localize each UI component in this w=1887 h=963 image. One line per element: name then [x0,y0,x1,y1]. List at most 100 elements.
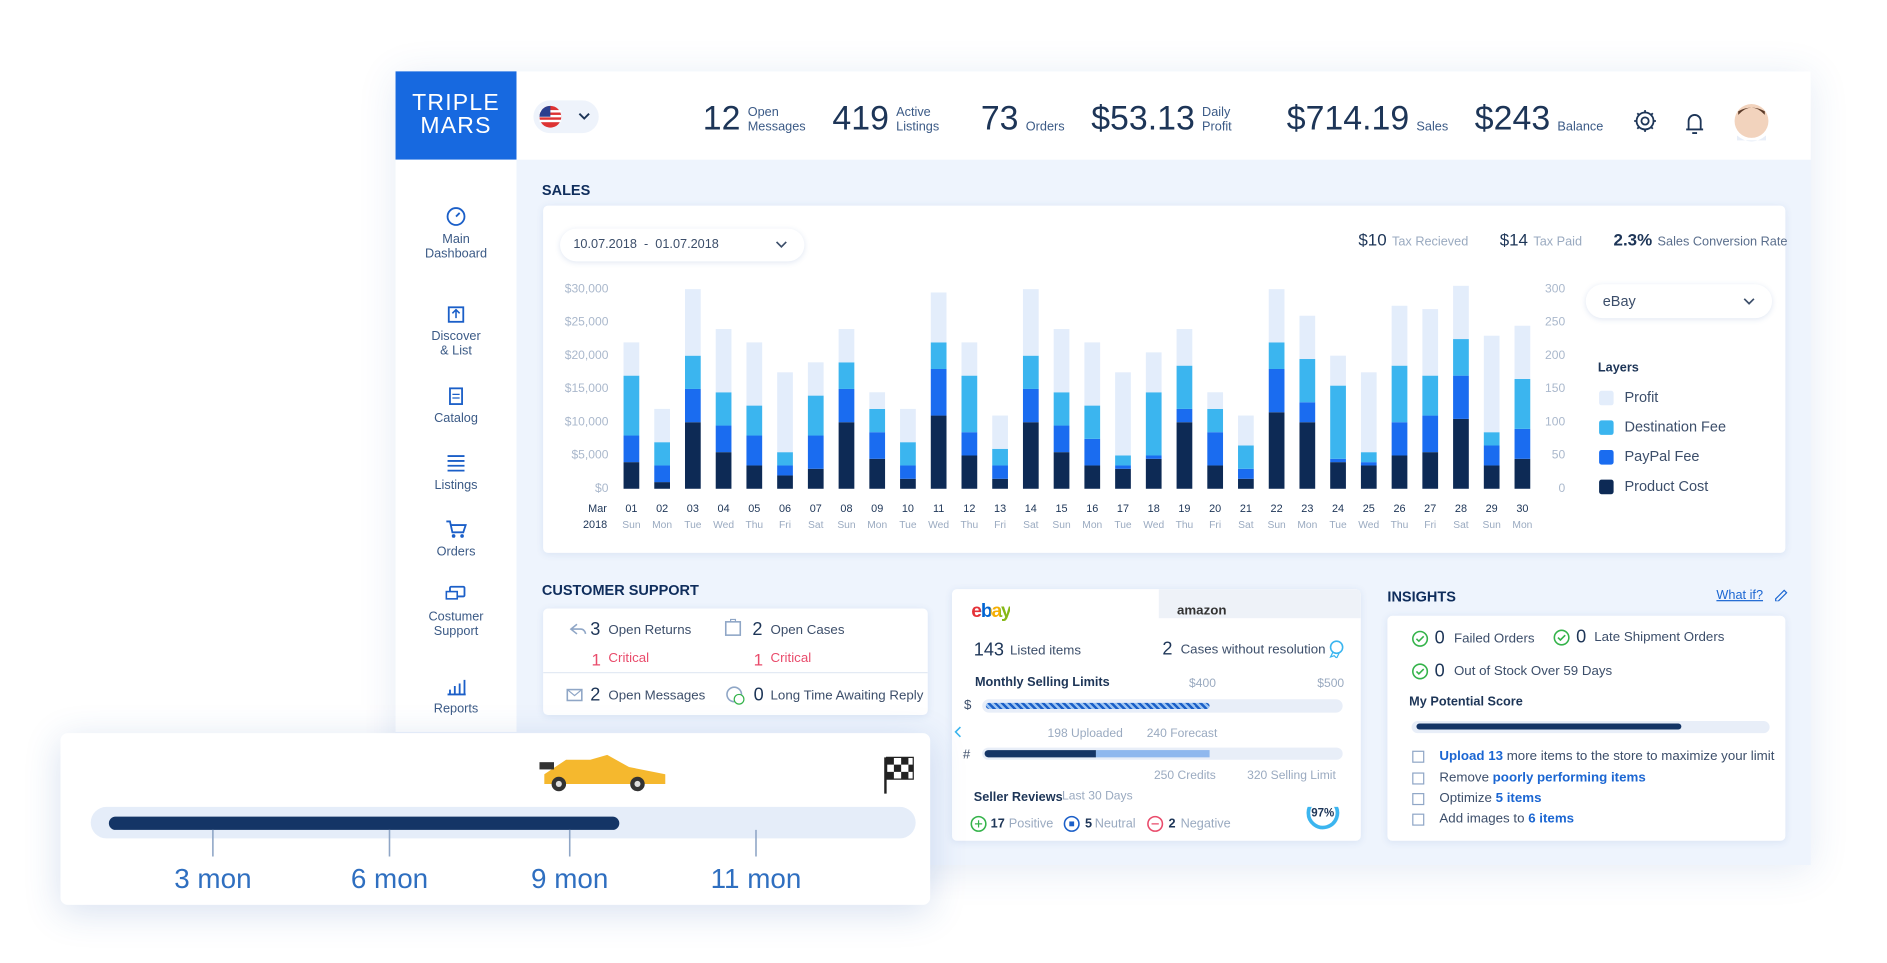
nav-item[interactable]: Discover & List [396,302,517,358]
limit-mark: $500 [1317,677,1345,691]
x-tick-label: 06 [779,503,791,515]
bar-segment [1453,375,1469,419]
bell-icon[interactable] [1686,114,1704,134]
bar-segment [992,478,1008,489]
nav-item[interactable]: Listings [396,451,517,492]
support-value: 0 [753,684,764,706]
bar-segment [777,452,793,466]
marketplace-select[interactable]: eBay [1585,284,1773,319]
bar-segment [1453,418,1469,489]
marketplace-card: ebay amazon 143 Listed items 2 Cases wit… [951,589,1361,841]
x-tick-label: 26 [1393,503,1405,515]
country-select[interactable] [533,100,599,134]
task-highlight: poorly performing items [1492,770,1646,786]
legend-title: Layers [1597,360,1639,376]
x-tick-label: 24 [1332,503,1344,515]
bar-segment [1268,412,1285,489]
x-weekday-label: Sat [1023,520,1039,531]
x-weekday-label: Wed [1358,520,1379,531]
nav-label: Discover & List [431,329,481,359]
legend-swatch [1599,390,1614,406]
x-weekday-label: Mon [1512,520,1532,531]
bar-segment [1391,422,1408,456]
listed-label: Listed items [1010,643,1082,659]
bar-segment [1176,365,1193,409]
bar-segment [684,289,701,356]
task[interactable]: Upload 13 more items to the store to max… [1439,749,1774,764]
bar-segment [654,482,670,489]
nav-item[interactable]: Main Dashboard [396,206,517,262]
stat-label: Orders [1025,119,1065,135]
task[interactable]: Remove poorly performing items [1439,771,1645,786]
bar-segment [1022,388,1039,423]
nav-label: Costumer Support [428,609,484,639]
listed-value: 143 [973,639,1005,661]
date-picker[interactable]: 10.07.2018 - 01.07.2018 [560,228,805,262]
bar-segment [1238,415,1254,446]
logo: TRIPLE MARS [395,71,517,160]
task-highlight: 5 items [1495,791,1542,806]
x-tick-label: 19 [1178,503,1190,515]
bar-segment [623,435,640,463]
date-from: 10.07.2018 [573,237,637,252]
task-text: Remove [1439,770,1489,786]
uploaded: 198 Uploaded [1047,727,1123,741]
review-value: 2 [1168,816,1176,832]
review-value: 17 [990,816,1005,832]
bar-segment [961,375,978,433]
bar-segment [1391,365,1408,423]
bar-segment [961,432,978,456]
timeline-graphic [90,754,916,857]
chevron [775,241,787,248]
task-highlight: Upload 13 [1439,748,1504,764]
x-weekday-label: Mon [1297,520,1317,531]
x-weekday-label: Tue [1329,520,1347,531]
settings-icon[interactable] [1634,110,1656,132]
x-weekday-label: Sun [1052,520,1071,531]
y2-tick-label: 200 [1545,348,1565,362]
bar-segment [1422,375,1439,416]
arrow-left[interactable] [952,725,964,740]
sidebar [395,159,517,732]
task-highlight: 6 items [1528,811,1575,827]
task[interactable]: Add images to 6 items [1439,812,1574,827]
avatar[interactable] [1734,104,1769,142]
tab-amazon[interactable]: amazon [1176,603,1227,619]
count-symbol: # [962,747,971,763]
header-bar [395,71,1811,160]
nav-item[interactable]: Catalog [396,385,517,426]
selling-limit: 320 Selling Limit [1247,769,1336,783]
nav-item[interactable]: Orders [396,518,517,559]
y-tick-label: $10,000 [565,414,609,428]
bar-segment [777,372,793,453]
bar-segment [1268,368,1285,413]
tab-inactive[interactable] [1158,589,1361,619]
insights-card: 0 Failed Orders 0 Late Shipment Orders 0… [1387,615,1786,841]
bar-segment [1022,289,1039,356]
x-weekday-label: Wed [713,520,734,531]
bar-segment [1299,402,1316,423]
task[interactable]: Optimize 5 items [1439,791,1541,806]
nav-item[interactable]: Reports [396,675,517,716]
y2-tick-label: 100 [1545,414,1565,428]
task-text: Optimize [1439,791,1492,806]
nav-icon [446,520,467,538]
legend-label: Product Cost [1624,479,1708,495]
x-weekday-label: Thu [961,520,979,531]
money-fill [985,702,1210,709]
bar-segment [623,462,640,489]
bar-segment [807,395,824,436]
tab-ebay[interactable]: ebay [971,601,1012,622]
stat-value: 12 [702,99,741,137]
bar-segment [1299,315,1316,360]
timeline-card: 3 mon 6 mon 9 mon 11 mon [60,733,931,905]
x-tick-label: 17 [1117,503,1129,515]
bar-segment [1115,455,1131,466]
nav-item[interactable]: Costumer Support [396,583,517,639]
cases-value: 2 [1162,638,1173,660]
what-if-link[interactable]: What if? [1716,587,1764,603]
x-tick-label: 03 [687,503,699,515]
support-label: Long Time Awaiting Reply [770,688,924,703]
sales-summary: $10 Tax Recieved $14 Tax Paid 2.3% Sales… [1358,230,1787,252]
